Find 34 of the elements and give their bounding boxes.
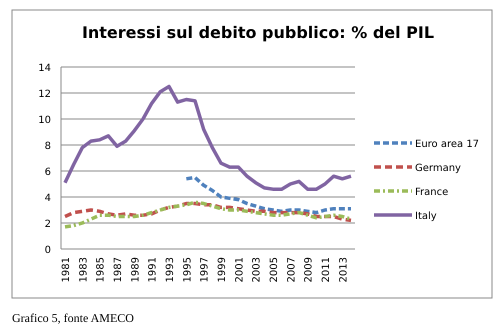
x-tick-label: 2011 (321, 257, 332, 282)
y-tick-label: 0 (44, 245, 51, 256)
x-tick-label: 1991 (148, 257, 159, 282)
y-tick-label: 10 (38, 115, 51, 126)
legend-label: France (415, 187, 448, 198)
chart-title: Interessi sul debito pubblico: % del PIL (82, 23, 434, 42)
text: Grafico 5, fonte AMECO (12, 311, 134, 325)
y-tick-label: 14 (38, 63, 51, 74)
x-tick-label: 2005 (269, 257, 280, 282)
line-series (63, 202, 353, 222)
x-tick-label: 2009 (304, 257, 315, 282)
x-tick-label: 1987 (113, 257, 124, 282)
y-tick-label: 6 (44, 167, 51, 178)
legend-label: Italy (415, 211, 437, 222)
x-tick-label: 1985 (96, 257, 107, 282)
x-tick-label: 1989 (130, 257, 142, 282)
x-tick-label: 1983 (78, 257, 90, 282)
x-tick-label: 1997 (200, 257, 211, 282)
legend-label: Germany (415, 163, 462, 174)
x-tick-label: 2007 (286, 257, 298, 282)
y-tick-label: 8 (44, 141, 51, 152)
line-series (63, 84, 353, 191)
line-series (184, 176, 353, 214)
x-tick-label: 1995 (182, 257, 194, 282)
x-tick-label: 2001 (234, 257, 246, 282)
x-tick-label: 2003 (252, 257, 263, 282)
legend-label: Euro area 17 (415, 139, 480, 150)
x-tick-label: 1993 (165, 257, 176, 282)
x-tick-label: 1981 (61, 257, 72, 282)
y-tick-label: 2 (44, 219, 51, 230)
y-tick-label: 4 (44, 193, 51, 204)
x-tick-label: 1999 (217, 257, 228, 282)
x-tick-label: 2013 (338, 257, 350, 282)
y-tick-label: 12 (38, 89, 51, 100)
